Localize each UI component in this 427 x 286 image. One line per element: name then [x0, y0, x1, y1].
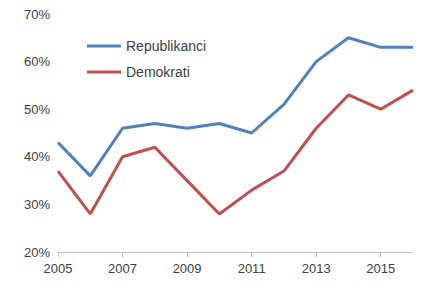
svg-text:20%: 20% [24, 245, 50, 260]
svg-text:70%: 70% [24, 7, 50, 22]
svg-text:2015: 2015 [366, 261, 395, 276]
svg-text:Republikanci: Republikanci [126, 38, 206, 54]
svg-text:2009: 2009 [173, 261, 202, 276]
svg-text:2011: 2011 [238, 261, 266, 276]
svg-text:60%: 60% [24, 54, 50, 69]
svg-text:2005: 2005 [44, 261, 73, 276]
svg-text:Demokrati: Demokrati [126, 64, 190, 80]
svg-text:2013: 2013 [302, 261, 331, 276]
svg-text:2007: 2007 [108, 261, 137, 276]
svg-text:30%: 30% [24, 197, 50, 212]
svg-text:40%: 40% [24, 149, 50, 164]
svg-text:50%: 50% [24, 102, 50, 117]
